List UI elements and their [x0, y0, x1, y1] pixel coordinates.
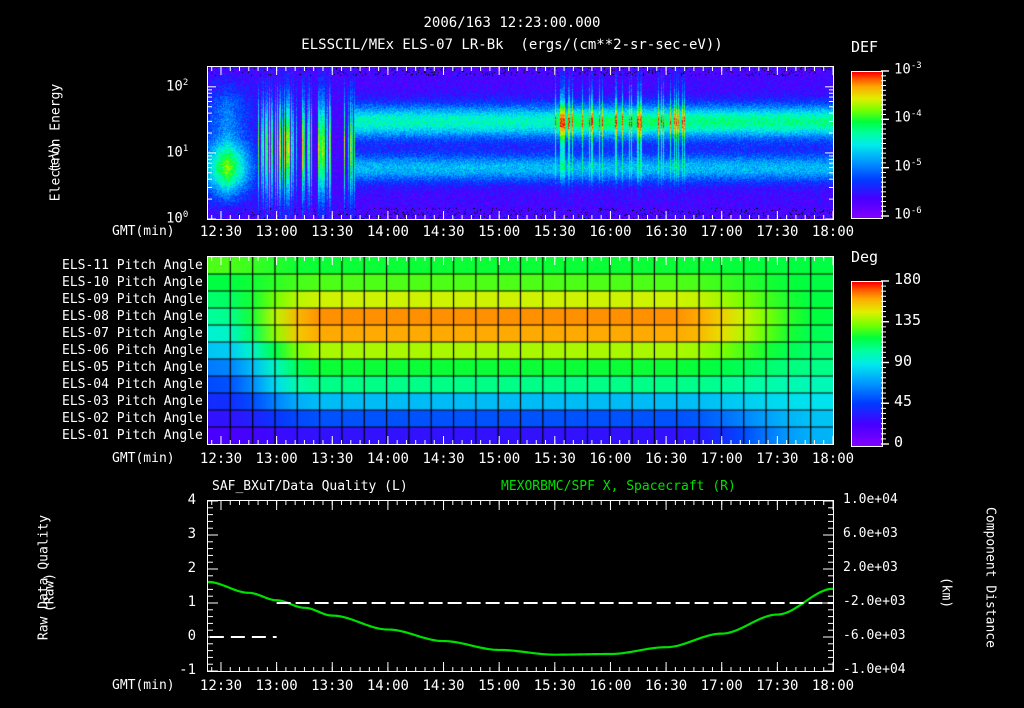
mid-time-tick-5: 15:00 — [478, 451, 521, 467]
top-time-tick-3: 14:00 — [366, 224, 409, 240]
bottom-time-tick-3: 14:00 — [366, 678, 409, 694]
bottom-title-left: SAF_BXuT/Data Quality (L) — [212, 479, 408, 494]
mid-time-tick-8: 16:30 — [645, 451, 688, 467]
top-time-tick-8: 16:30 — [645, 224, 688, 240]
pitch-angle-row-label-8: ELS-03 Pitch Angle — [62, 393, 203, 409]
bottom-time-tick-11: 18:00 — [811, 678, 855, 694]
deg-colorbar-tick-0: 180 — [894, 270, 922, 288]
bottom-ytick-left-2: 2 — [187, 560, 196, 576]
pitch-angle-row-label-0: ELS-11 Pitch Angle — [62, 257, 203, 273]
bottom-time-tick-10: 17:30 — [756, 678, 799, 694]
top-time-tick-1: 13:00 — [255, 224, 298, 240]
bottom-time-axis-label: GMT(min) — [112, 678, 175, 693]
mid-panel-frame — [207, 256, 834, 445]
top-panel-ticks — [208, 67, 834, 220]
mid-time-tick-3: 14:00 — [366, 451, 409, 467]
def-colorbar-title: DEF — [851, 38, 879, 56]
bottom-time-tick-7: 16:00 — [589, 678, 632, 694]
header-datetime: 2006/163 12:23:00.000 — [423, 15, 601, 31]
bottom-time-tick-8: 16:30 — [645, 678, 688, 694]
bottom-ylabel-right-line2: (km) — [938, 576, 954, 609]
top-time-tick-2: 13:30 — [311, 224, 354, 240]
mid-time-tick-9: 17:00 — [700, 451, 743, 467]
bottom-ylabel-left-line2: (Raw) — [42, 572, 58, 613]
electron-energy-spectrogram — [208, 67, 833, 219]
bottom-ytick-left-5: -1 — [179, 662, 196, 678]
bottom-time-tick-1: 13:00 — [255, 678, 298, 694]
top-time-tick-5: 15:00 — [478, 224, 521, 240]
def-colorbar-ticks — [881, 70, 889, 217]
mid-time-tick-1: 13:00 — [255, 451, 298, 467]
top-panel-frame — [207, 66, 834, 220]
bottom-ytick-left-0: 4 — [187, 492, 196, 508]
top-ytick-0: 102 — [166, 77, 189, 95]
mid-time-axis-label: GMT(min) — [112, 451, 175, 466]
pitch-angle-grid — [208, 257, 833, 444]
mid-time-tick-4: 14:30 — [422, 451, 465, 467]
top-ytick-1: 101 — [166, 143, 189, 161]
deg-colorbar-tick-4: 0 — [894, 433, 904, 451]
pitch-angle-row-label-10: ELS-01 Pitch Angle — [62, 427, 203, 443]
top-time-tick-11: 18:00 — [811, 224, 855, 240]
bottom-ytick-left-1: 3 — [187, 526, 196, 542]
top-time-tick-7: 16:00 — [589, 224, 632, 240]
bottom-ylabel-right-line1: Component Distance — [982, 507, 998, 648]
bottom-time-tick-0: 12:30 — [199, 678, 243, 694]
def-colorbar — [851, 71, 883, 219]
def-colorbar-tick-0: 10-3 — [894, 61, 922, 78]
bottom-ytick-left-4: 0 — [187, 628, 196, 644]
def-colorbar-tick-3: 10-6 — [894, 206, 922, 223]
bottom-ytick-right-0: 1.0e+04 — [843, 492, 898, 507]
top-ylabel-line2: (eV) — [47, 141, 63, 174]
mid-time-tick-2: 13:30 — [311, 451, 354, 467]
top-time-tick-6: 15:30 — [533, 224, 576, 240]
bottom-time-tick-5: 15:00 — [478, 678, 521, 694]
bottom-ytick-right-1: 6.0e+03 — [843, 526, 898, 541]
mid-panel-ticks — [211, 257, 834, 444]
bottom-time-tick-9: 17:00 — [700, 678, 743, 694]
pitch-angle-row-label-7: ELS-04 Pitch Angle — [62, 376, 203, 392]
deg-colorbar — [851, 281, 883, 447]
spacecraft-x-distance-curve — [207, 580, 834, 656]
bottom-time-tick-2: 13:30 — [311, 678, 354, 694]
deg-colorbar-ticks — [881, 280, 889, 445]
bottom-ytick-right-4: -6.0e+03 — [843, 628, 906, 643]
top-time-tick-10: 17:30 — [756, 224, 799, 240]
deg-colorbar-tick-1: 135 — [894, 310, 922, 329]
pitch-angle-row-label-2: ELS-09 Pitch Angle — [62, 291, 203, 307]
mid-time-tick-0: 12:30 — [199, 451, 243, 467]
pitch-angle-row-label-9: ELS-02 Pitch Angle — [62, 410, 203, 426]
bottom-panel-plot — [207, 500, 834, 672]
deg-colorbar-title: Deg — [851, 248, 879, 266]
mid-time-tick-10: 17:30 — [756, 451, 799, 467]
top-time-axis-label: GMT(min) — [112, 224, 175, 239]
mid-time-tick-6: 15:30 — [533, 451, 576, 467]
deg-colorbar-tick-3: 45 — [894, 392, 913, 411]
pitch-angle-row-label-1: ELS-10 Pitch Angle — [62, 274, 203, 290]
pitch-angle-row-label-6: ELS-05 Pitch Angle — [62, 359, 203, 375]
mid-time-tick-7: 16:00 — [589, 451, 632, 467]
top-time-tick-9: 17:00 — [700, 224, 743, 240]
mid-time-tick-11: 18:00 — [811, 451, 855, 467]
top-ytick-2: 100 — [166, 210, 189, 227]
pitch-angle-row-label-4: ELS-07 Pitch Angle — [62, 325, 203, 341]
bottom-ytick-right-2: 2.0e+03 — [843, 560, 898, 575]
top-time-tick-0: 12:30 — [199, 224, 243, 240]
bottom-title-right: MEXORBMC/SPF X, Spacecraft (R) — [501, 479, 736, 494]
pitch-angle-row-label-3: ELS-08 Pitch Angle — [62, 308, 203, 324]
bottom-ytick-right-5: -1.0e+04 — [843, 662, 906, 677]
bottom-panel-frame — [207, 500, 834, 672]
deg-colorbar-tick-2: 90 — [894, 351, 913, 370]
bottom-time-tick-4: 14:30 — [422, 678, 465, 694]
bottom-time-tick-6: 15:30 — [533, 678, 576, 694]
bottom-ytick-right-3: -2.0e+03 — [843, 594, 906, 609]
pitch-angle-row-label-5: ELS-06 Pitch Angle — [62, 342, 203, 358]
def-colorbar-tick-1: 10-4 — [894, 109, 922, 126]
header-subtitle: ELSSCIL/MEx ELS-07 LR-Bk (ergs/(cm**2-sr… — [301, 37, 723, 53]
def-colorbar-tick-2: 10-5 — [894, 157, 922, 175]
top-time-tick-4: 14:30 — [422, 224, 465, 240]
bottom-ytick-left-3: 1 — [187, 594, 196, 610]
